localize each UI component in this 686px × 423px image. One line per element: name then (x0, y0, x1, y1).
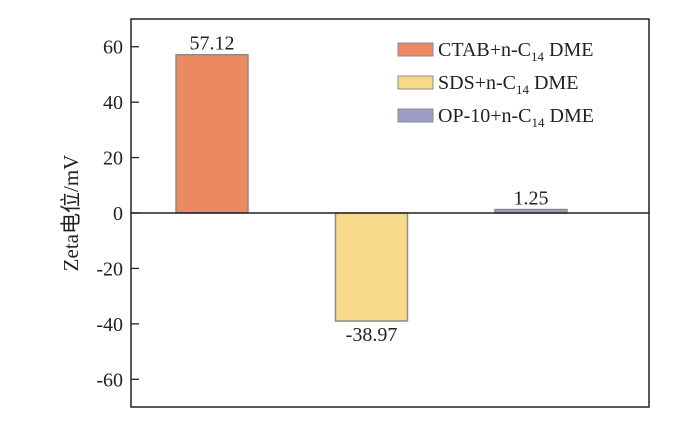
bar (175, 53, 249, 214)
legend-swatch (397, 108, 434, 123)
y-tick-label: -40 (96, 314, 123, 336)
y-tick-label: 0 (113, 203, 123, 225)
y-tick-label: 20 (103, 148, 123, 170)
legend-label: SDS+n-C14 DME (438, 72, 578, 97)
data-label: 57.12 (190, 33, 235, 55)
y-tick-label: -20 (96, 258, 123, 280)
y-tick-label: 60 (103, 37, 123, 59)
data-label: 1.25 (514, 188, 549, 210)
y-tick-label: -60 (96, 369, 123, 391)
legend-swatch (397, 42, 434, 57)
y-tick-label: 40 (103, 92, 123, 114)
legend-label: CTAB+n-C14 DME (438, 39, 593, 64)
bar (334, 212, 409, 322)
data-label: -38.97 (346, 324, 398, 346)
legend-label: OP-10+n-C14 DME (438, 105, 594, 130)
y-axis-label: Zeta电位/mV (59, 155, 83, 272)
legend-swatch (397, 75, 434, 90)
legend: CTAB+n-C14 DME SDS+n-C14 DME OP-10+n-C14 D… (397, 39, 594, 130)
